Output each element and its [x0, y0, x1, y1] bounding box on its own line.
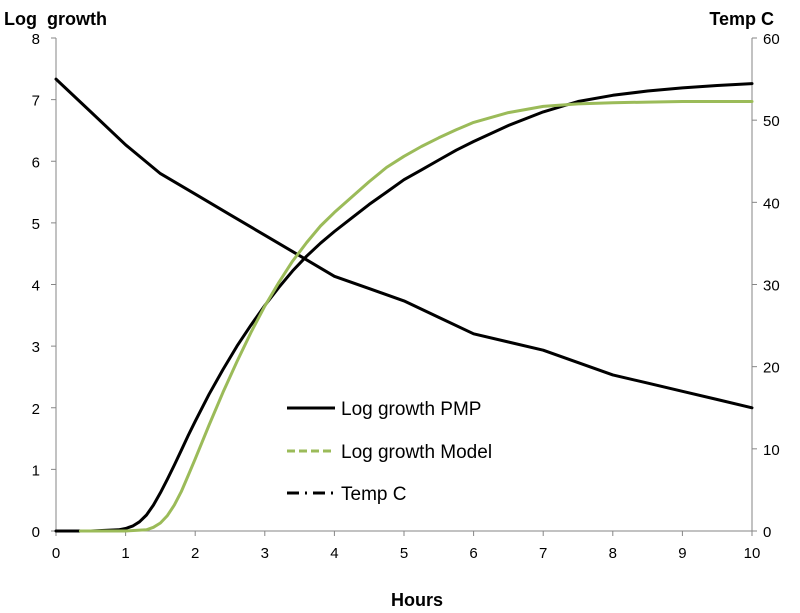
x-tick-label: 5 — [400, 545, 408, 562]
right-y-tick-label: 50 — [763, 113, 780, 130]
legend-item-pmp: Log growth PMP — [287, 399, 481, 420]
right-y-tick-label: 0 — [763, 524, 771, 541]
right-y-tick-label: 30 — [763, 278, 780, 295]
left-y-tick-label: 5 — [32, 216, 40, 233]
right-y-tick-label: 10 — [763, 442, 780, 459]
x-axis-title: Hours — [391, 590, 443, 610]
x-tick-label: 9 — [678, 545, 686, 562]
legend-item-model: Log growth Model — [287, 442, 492, 463]
left-y-tick-label: 3 — [32, 339, 40, 356]
left-y-tick-label: 8 — [32, 31, 40, 48]
x-tick-label: 2 — [191, 545, 199, 562]
series-line-log-growth-model — [78, 100, 754, 533]
left-y-tick-label: 6 — [32, 154, 40, 171]
x-tick-label: 6 — [469, 545, 477, 562]
right-y-axis-title: Temp C — [709, 9, 774, 29]
legend-item-temp: Temp C — [287, 484, 406, 505]
x-tick-label: 8 — [609, 545, 617, 562]
legend-label-temp: Temp C — [341, 484, 406, 505]
left-y-tick-label: 7 — [32, 93, 40, 110]
series-line-log-growth-pmp — [54, 82, 754, 533]
right-y-tick-label: 60 — [763, 31, 780, 48]
legend-label-model: Log growth Model — [341, 442, 492, 463]
series-line-temp-c — [54, 77, 754, 410]
x-tick-label: 4 — [330, 545, 338, 562]
left-y-tick-label: 4 — [32, 278, 40, 295]
x-tick-label: 3 — [261, 545, 269, 562]
x-tick-label: 1 — [121, 545, 129, 562]
left-y-tick-label: 0 — [32, 524, 40, 541]
right-y-tick-label: 40 — [763, 195, 780, 212]
left-y-tick-label: 2 — [32, 401, 40, 418]
left-y-tick-label: 1 — [32, 462, 40, 479]
left-y-axis-title: Log growth — [4, 9, 107, 29]
series-lines — [54, 77, 754, 533]
x-tick-label: 10 — [744, 545, 761, 562]
x-tick-label: 0 — [52, 545, 60, 562]
legend-label-pmp: Log growth PMP — [341, 399, 481, 420]
right-y-tick-label: 20 — [763, 360, 780, 377]
x-tick-label: 7 — [539, 545, 547, 562]
tick-marks — [51, 37, 757, 536]
legend: Log growth PMP Log growth Model Temp C — [287, 399, 492, 505]
